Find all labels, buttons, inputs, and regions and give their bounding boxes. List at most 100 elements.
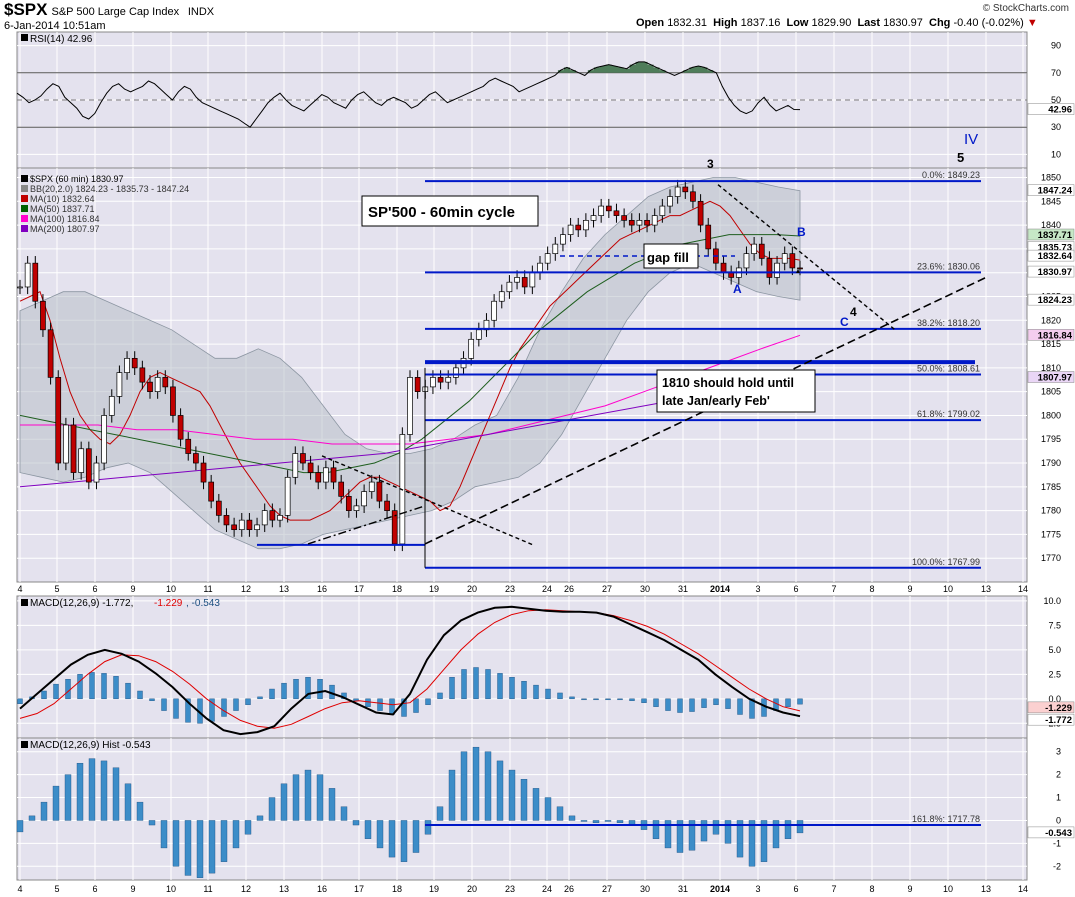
macd-right-label-macd: -1.772 [1045, 715, 1072, 726]
price-candle [368, 481, 375, 492]
price-right-label: 1837.71 [1038, 230, 1073, 241]
index-name: S&P 500 Large Cap Index [51, 6, 180, 18]
price-candle [659, 205, 666, 216]
hist-bar [388, 820, 396, 858]
x-tick-label: 23 [505, 584, 515, 594]
hist-bar [496, 760, 504, 821]
price-candle [430, 377, 436, 388]
x-tick-label: 31 [678, 584, 688, 594]
price-candle [720, 262, 727, 274]
macd-hist-bar [761, 698, 767, 717]
price-candle [307, 462, 314, 473]
hist-bar [460, 751, 468, 821]
price-y-tick: 1815 [1041, 339, 1061, 349]
hist-bar [424, 820, 432, 835]
macd-panel [16, 595, 1028, 739]
price-candle [743, 253, 750, 269]
hist-bar [652, 820, 660, 839]
trendline-up-1 [307, 505, 426, 545]
x-tick-label: 9 [907, 584, 912, 594]
price-candle [651, 215, 658, 226]
chart-datetime: 6-Jan-2014 10:51am [4, 20, 106, 32]
x-tick-label-bottom: 31 [678, 884, 688, 894]
price-candle [506, 281, 513, 293]
x-tick-label: 2014 [710, 584, 730, 594]
macd-hist-bar [689, 698, 695, 712]
macd-hist-bar [701, 698, 707, 708]
x-tick-label: 16 [317, 584, 327, 594]
hist-bar [364, 820, 372, 839]
x-tick-label: 13 [279, 584, 289, 594]
x-tick-label: 14 [1018, 584, 1028, 594]
x-tick-label-bottom: 10 [166, 884, 176, 894]
price-candle [345, 495, 352, 511]
chg-value: -0.40 (-0.02%) [953, 17, 1024, 29]
price-candle [323, 467, 329, 483]
legend-entry: MA(10) 1832.64 [30, 194, 95, 204]
hist-bar [616, 820, 624, 823]
hist-bar [556, 806, 564, 821]
price-candle [147, 381, 153, 393]
macd-hist-bar [521, 681, 527, 700]
price-candle [521, 277, 528, 288]
price-right-label: 1847.24 [1038, 186, 1073, 197]
hist-bar [52, 785, 60, 821]
price-y-tick: 1805 [1041, 387, 1061, 397]
x-tick-label-bottom: 13 [981, 884, 991, 894]
price-candle [468, 338, 475, 359]
hist-bar [436, 806, 444, 821]
hist-y-tick: -1 [1053, 838, 1061, 848]
price-candle [32, 262, 39, 302]
hist-bar [172, 820, 180, 867]
quote-bar: Open 1832.31 High 1837.16 Low 1829.90 La… [636, 17, 1038, 29]
price-candle [797, 267, 803, 270]
gap-fill-label: gap fill [647, 250, 689, 265]
x-tick-label: 17 [354, 584, 364, 594]
fib-label: 61.8%: 1799.02 [917, 409, 980, 419]
price-candle [758, 243, 765, 259]
hist-bar [304, 769, 312, 821]
x-tick-label-bottom: 30 [640, 884, 650, 894]
legend-entry: $SPX (60 min) 1830.97 [30, 174, 124, 184]
x-tick-label-bottom: 6 [92, 884, 97, 894]
price-candle [774, 262, 780, 278]
down-arrow-icon: ▼ [1026, 17, 1038, 29]
chg-label: Chg [929, 17, 951, 29]
hist-bar [484, 751, 492, 821]
hist-y-tick: 2 [1056, 770, 1061, 780]
wave-b-label: B [797, 225, 806, 239]
price-right-label-box [1027, 329, 1075, 341]
hist-bar [280, 783, 288, 821]
chart-annotation-title: SP'500 - 60min cycle [368, 204, 515, 221]
price-candle [124, 357, 130, 373]
macd-right-label-signal-box [1027, 701, 1075, 714]
x-tick-label: 10 [943, 584, 953, 594]
macd-hist-bar [653, 698, 659, 707]
legend-entry: MA(200) 1807.97 [30, 224, 100, 234]
hist-bar [292, 774, 300, 821]
price-right-label-box [1027, 371, 1075, 383]
hist-bar [64, 774, 72, 821]
macd-legend-swatch [21, 599, 28, 606]
price-candle [621, 215, 627, 221]
macd-hist-bar [557, 692, 563, 700]
hist-bar [208, 820, 216, 874]
hist-bar [760, 820, 768, 862]
price-candle [789, 253, 796, 269]
price-candle [705, 224, 712, 250]
price-right-label-box [1027, 293, 1075, 306]
macd-hist-bar [533, 684, 539, 700]
brand-watermark: © StockCharts.com [982, 3, 1069, 14]
x-tick-label: 24 [542, 584, 552, 594]
macd-y-tick: 7.5 [1048, 620, 1061, 630]
hist-bar [580, 820, 588, 822]
rsi-y-tick: 90 [1051, 41, 1061, 51]
macd-hist-bar [77, 674, 83, 700]
hist-fib-label: 161.8%: 1717.78 [912, 814, 980, 824]
hist-bar [544, 797, 552, 821]
hist-y-tick: 3 [1056, 747, 1061, 757]
macd-y-tick: 0.0 [1048, 694, 1061, 704]
price-candle [361, 491, 367, 507]
macd-hist-bar [173, 698, 179, 719]
x-tick-label-bottom: 9 [130, 884, 135, 894]
